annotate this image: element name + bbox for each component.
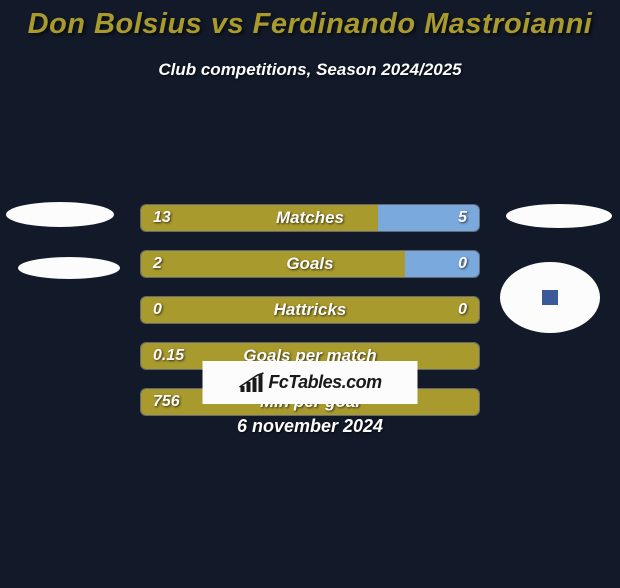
stat-row: 00Hattricks [140, 296, 480, 324]
player1-avatar-shape-1 [6, 202, 114, 227]
logo-text: FcTables.com [268, 372, 381, 393]
comparison-title: Don Bolsius vs Ferdinando Mastroianni [0, 8, 620, 41]
bar-chart-icon [238, 372, 264, 394]
stat-label: Goals [141, 251, 479, 277]
fctables-logo: FcTables.com [203, 361, 418, 404]
stat-label: Hattricks [141, 297, 479, 323]
player2-avatar-shape-1 [506, 204, 612, 228]
placeholder-image-icon [542, 290, 558, 305]
stat-row: 135Matches [140, 204, 480, 232]
player2-avatar-shape-2 [500, 262, 600, 333]
comparison-subtitle: Club competitions, Season 2024/2025 [0, 60, 620, 80]
player1-avatar-shape-2 [18, 257, 120, 279]
stat-row: 20Goals [140, 250, 480, 278]
stat-label: Matches [141, 205, 479, 231]
snapshot-date: 6 november 2024 [0, 416, 620, 437]
